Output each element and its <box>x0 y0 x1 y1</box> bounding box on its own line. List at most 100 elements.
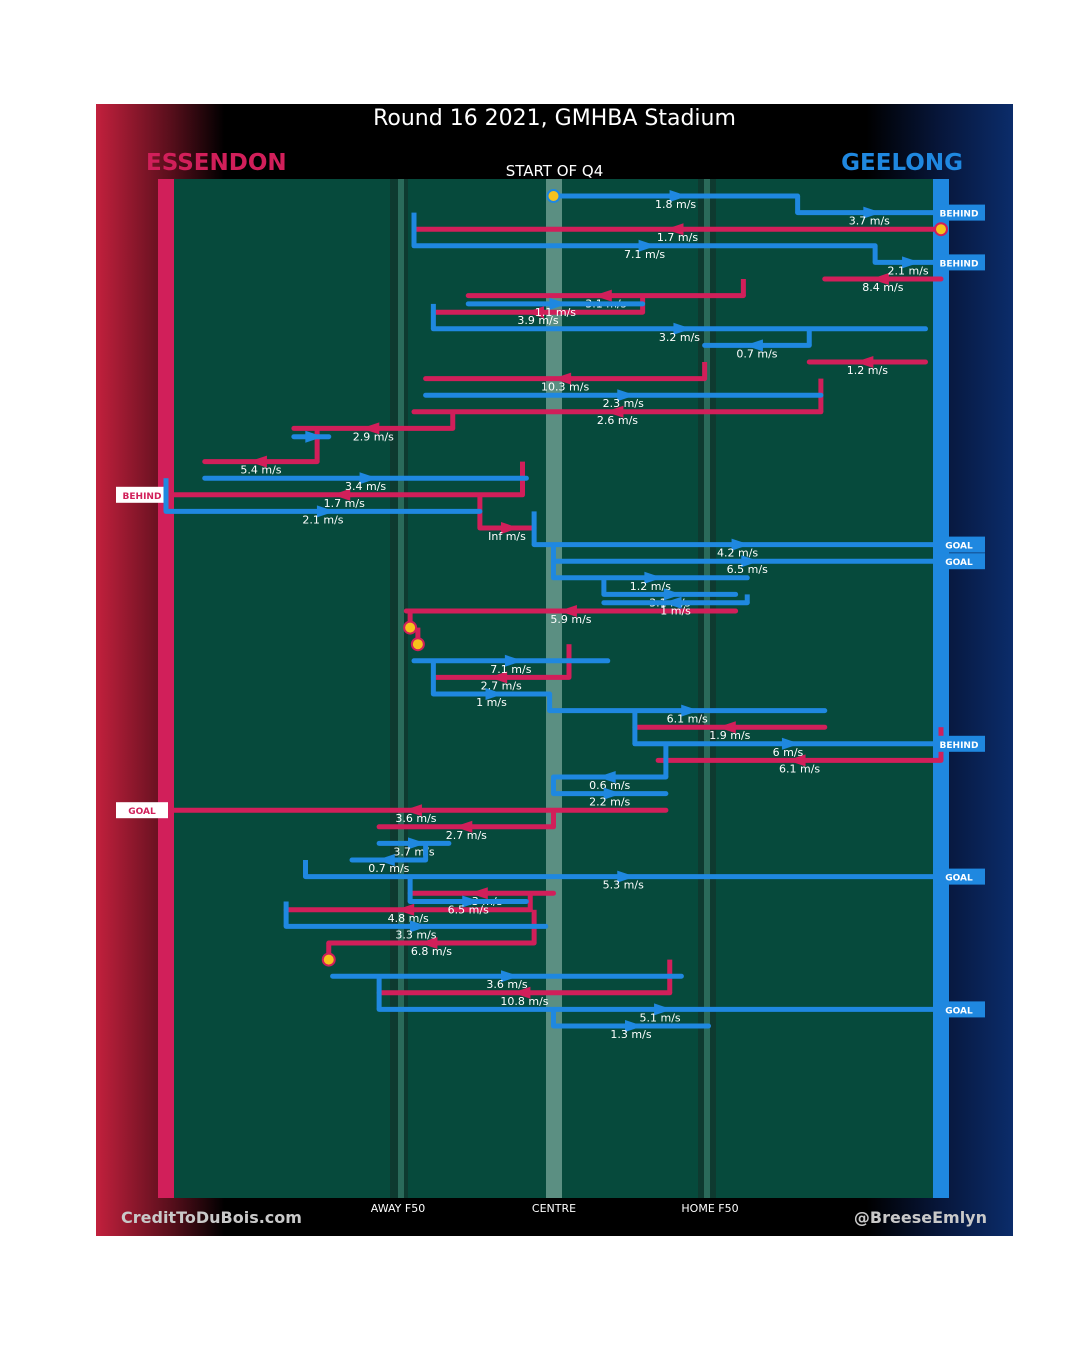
credit-website: CreditToDuBois.com <box>121 1208 302 1227</box>
geelong-speed-label: 0.7 m/s <box>368 862 409 875</box>
outcome-badge-text: BEHIND <box>940 259 979 269</box>
geelong-speed-label: 3.6 m/s <box>486 978 527 991</box>
essendon-speed-label: 2.9 m/s <box>353 430 394 443</box>
team-essendon-label: ESSENDON <box>146 150 287 176</box>
geelong-speed-label: 1 m/s <box>660 605 691 618</box>
geelong-speed-label: 6.5 m/s <box>448 904 489 917</box>
ball-marker <box>934 222 948 237</box>
outcome-badge-text: GOAL <box>945 1006 973 1016</box>
geelong-speed-label: 1 m/s <box>476 696 507 709</box>
geelong-direction-arrow <box>408 837 426 850</box>
geelong-direction-arrow <box>902 256 921 269</box>
geelong-direction-arrow <box>376 854 395 866</box>
geelong-outcome-badge: GOAL <box>933 1001 985 1018</box>
essendon-speed-label: 5.9 m/s <box>550 613 591 626</box>
geelong-direction-arrow <box>462 895 481 908</box>
team-geelong-label: GEELONG <box>841 150 963 176</box>
geelong-outcome-badge: GOAL <box>933 536 985 553</box>
essendon-direction-arrow <box>855 356 874 368</box>
outcome-badge-box <box>933 735 985 752</box>
essendon-direction-arrow <box>248 455 267 468</box>
geelong-direction-arrow <box>681 704 700 717</box>
geelong-speed-label: 3.4 m/s <box>345 480 386 493</box>
essendon-direction-arrow <box>665 223 684 236</box>
geelong-direction-arrow <box>654 1003 673 1016</box>
geelong-outcome-badge: GOAL <box>933 553 985 570</box>
geelong-direction-arrow <box>731 538 750 551</box>
essendon-outcome-badge: GOAL <box>116 802 168 819</box>
outcome-badge-text: GOAL <box>945 542 973 552</box>
geelong-direction-arrow <box>669 190 688 202</box>
geelong-direction-arrow <box>617 389 636 402</box>
essendon-speed-label: 2.6 m/s <box>597 414 638 427</box>
outcome-badge-box <box>933 1001 985 1018</box>
essendon-speed-label: 1.7 m/s <box>324 497 365 510</box>
geelong-direction-arrow <box>863 206 882 219</box>
geelong-direction-arrow <box>673 322 692 335</box>
chart-title: Round 16 2021, GMHBA Stadium <box>373 106 736 131</box>
essendon-speed-label: 10.8 m/s <box>500 995 548 1008</box>
essendon-direction-arrow <box>605 405 624 418</box>
essendon-direction-arrow <box>512 986 531 999</box>
geelong-speed-label: 3.3 m/s <box>395 928 436 941</box>
axis-label-home-f50: HOME F50 <box>681 1202 739 1215</box>
essendon-speed-label: 6.1 m/s <box>779 762 820 775</box>
geelong-speed-label: 0.6 m/s <box>589 779 630 792</box>
geelong-speed-label: 1.3 m/s <box>610 1028 651 1041</box>
geelong-speed-label: 2.1 m/s <box>302 513 343 526</box>
geelong-speed-label: 5.1 m/s <box>639 1011 680 1024</box>
essendon-direction-arrow <box>501 522 519 534</box>
essendon-speed-label: 2.7 m/s <box>446 829 487 842</box>
essendon-goal-line <box>158 179 174 1198</box>
geelong-speed-label: 7.1 m/s <box>624 248 665 261</box>
geelong-speed-label: 4.2 m/s <box>717 547 758 560</box>
ball-marker <box>410 637 425 652</box>
outcome-badge-text: BEHIND <box>123 492 162 502</box>
outcome-badge-box <box>933 254 985 271</box>
geelong-direction-arrow <box>485 688 504 700</box>
geelong-speed-label: 1.2 m/s <box>630 580 671 593</box>
geelong-direction-arrow <box>603 787 622 800</box>
geelong-direction-arrow <box>638 239 657 252</box>
geelong-direction-arrow <box>501 970 519 983</box>
geelong-speed-label: 1.1 m/s <box>535 306 576 319</box>
essendon-speed-label: 8.4 m/s <box>862 281 903 294</box>
essendon-speed-label: 2.7 m/s <box>481 679 522 692</box>
outcome-badge-box <box>933 553 985 570</box>
ball-marker <box>403 620 418 635</box>
geelong-speed-label: 6 m/s <box>773 746 804 759</box>
essendon-outcome-badge: BEHIND <box>116 486 168 503</box>
essendon-direction-arrow <box>332 488 351 501</box>
geelong-speed-label: 3.2 m/s <box>659 331 700 344</box>
geelong-direction-arrow <box>617 870 636 883</box>
geelong-speed-label: 6.5 m/s <box>727 563 768 576</box>
essendon-speed-label: 1.7 m/s <box>657 231 698 244</box>
essendon-speed-label: 10.3 m/s <box>541 381 589 394</box>
geelong-direction-arrow <box>741 555 760 568</box>
essendon-speed-label: 3.6 m/s <box>395 812 436 825</box>
essendon-direction-arrow <box>787 754 806 767</box>
geelong-goal-line <box>933 179 949 1198</box>
geelong-direction-arrow <box>504 654 523 667</box>
outcome-badge-box <box>933 536 985 553</box>
axis-label-centre: CENTRE <box>531 1202 577 1215</box>
essendon-speed-label: 1.9 m/s <box>709 729 750 742</box>
geelong-direction-arrow <box>663 588 682 601</box>
geelong-speed-label: 3.7 m/s <box>849 215 890 228</box>
poster: Round 16 2021, GMHBA Stadium ESSENDON GE… <box>96 104 1013 1236</box>
outcome-badge-box <box>116 802 168 819</box>
geelong-direction-arrow <box>316 505 335 518</box>
geelong-direction-arrow <box>409 920 428 933</box>
geelong-speed-label: 5.3 m/s <box>603 879 644 892</box>
quarter-label: START OF Q4 <box>505 162 604 180</box>
outcome-badge-text: GOAL <box>945 558 973 568</box>
outcome-badge-text: GOAL <box>945 874 973 884</box>
geelong-direction-arrow <box>781 737 800 750</box>
geelong-outcome-badge: GOAL <box>933 868 985 885</box>
essendon-direction-arrow <box>553 372 572 385</box>
credit-twitter: @BreeseEmlyn <box>853 1208 987 1227</box>
essendon-speed-label: 5.4 m/s <box>240 464 281 477</box>
geelong-speed-label: 6.1 m/s <box>667 713 708 726</box>
essendon-speed-label: 6.8 m/s <box>411 945 452 958</box>
geelong-direction-arrow <box>625 1020 643 1032</box>
